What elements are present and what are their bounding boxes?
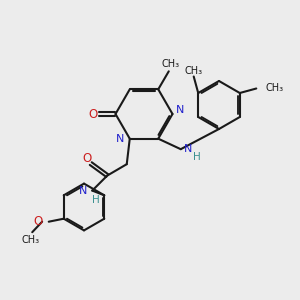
Text: N: N: [176, 105, 184, 116]
Text: O: O: [33, 215, 42, 228]
Text: N: N: [116, 134, 124, 144]
Text: CH₃: CH₃: [266, 83, 284, 94]
Text: CH₃: CH₃: [185, 65, 203, 76]
Text: H: H: [194, 152, 201, 162]
Text: CH₃: CH₃: [161, 59, 179, 69]
Text: O: O: [88, 107, 98, 121]
Text: N: N: [79, 186, 87, 196]
Text: N: N: [184, 144, 193, 154]
Text: CH₃: CH₃: [22, 235, 40, 245]
Text: O: O: [82, 152, 92, 165]
Text: H: H: [92, 195, 100, 205]
